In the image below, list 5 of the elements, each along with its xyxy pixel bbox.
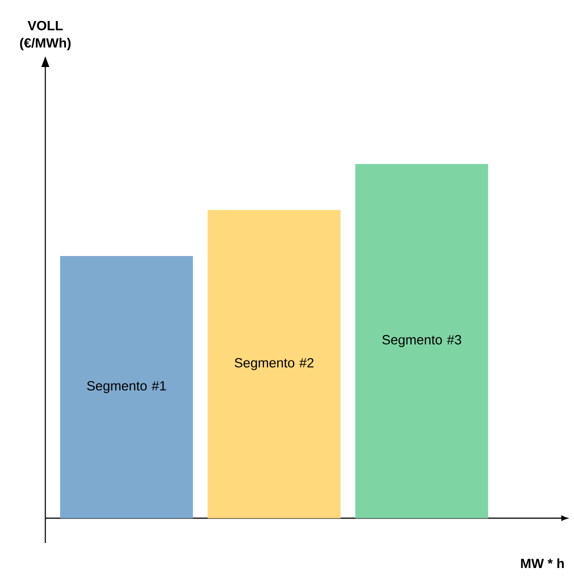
- text: VOLL (€/MWh): [20, 20, 71, 50]
- x-tick-label: Segmento #1: [87, 381, 166, 394]
- x-tick-label: Segmento #3: [382, 335, 462, 348]
- x-tick-label: Segmento #2: [234, 358, 314, 370]
- x-axis-title: MW * h: [521, 558, 564, 568]
